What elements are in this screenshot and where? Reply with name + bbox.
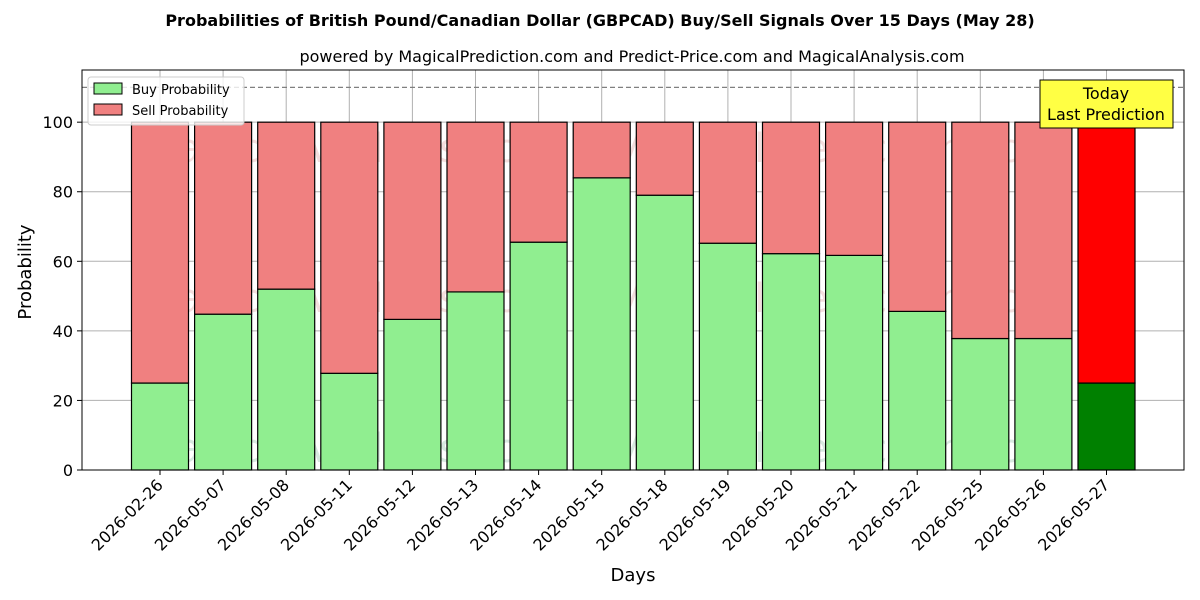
- sell-bar: [1077, 121, 1136, 384]
- buy-bar: [1077, 382, 1136, 471]
- buy-bar: [698, 242, 758, 471]
- sell-bar: [572, 121, 631, 179]
- sell-bar: [383, 121, 442, 320]
- legend-swatch-buy: [93, 82, 123, 95]
- sell-bar: [257, 121, 316, 290]
- bars-layer: [82, 86, 1184, 471]
- sell-bar: [194, 121, 253, 315]
- y-tick-label: 60: [53, 252, 73, 271]
- legend-frame: [87, 76, 245, 126]
- legend-label-buy: Buy Probability: [132, 83, 230, 98]
- y-tick-label: 20: [53, 391, 73, 410]
- chart-subtitle: powered by MagicalPrediction.com and Pre…: [299, 47, 964, 66]
- buy-bar: [761, 253, 821, 471]
- sell-bar: [698, 121, 758, 244]
- today-annotation-line2: Last Prediction: [1047, 105, 1165, 124]
- sell-bar: [320, 121, 379, 374]
- sell-bar: [509, 121, 568, 243]
- buy-bar: [257, 288, 316, 471]
- x-axis-label: Days: [611, 565, 656, 586]
- buy-bar: [383, 318, 442, 471]
- sell-bar: [761, 121, 821, 255]
- legend-swatch-sell: [93, 103, 123, 116]
- today-annotation-line1: Today: [1082, 84, 1129, 103]
- legend-label-sell: Sell Probability: [132, 104, 229, 119]
- y-tick-label: 0: [63, 461, 73, 480]
- buy-bar: [951, 337, 1010, 471]
- buy-bar: [824, 254, 884, 471]
- sell-bar: [951, 121, 1010, 340]
- today-annotation-box: [1039, 79, 1174, 129]
- sell-bar: [446, 121, 505, 293]
- sell-bar: [888, 121, 947, 312]
- legend: Buy Probability Sell Probability: [87, 76, 245, 126]
- buy-bar: [320, 372, 379, 471]
- buy-bar: [888, 310, 947, 471]
- buy-bar: [1014, 337, 1073, 471]
- buy-bar: [194, 313, 253, 471]
- buy-bar: [446, 291, 505, 471]
- today-annotation: Today Last Prediction: [1039, 79, 1174, 129]
- buy-bar: [509, 241, 568, 471]
- y-tick-label: 100: [42, 113, 73, 132]
- buy-bar: [130, 382, 190, 471]
- buy-bar: [635, 194, 694, 471]
- sell-bar: [130, 121, 190, 384]
- sell-bar: [635, 121, 694, 196]
- y-tick-label: 80: [53, 183, 73, 202]
- buy-bar: [572, 177, 631, 471]
- y-axis-label: Probability: [15, 224, 36, 319]
- chart-title: Probabilities of British Pound/Canadian …: [165, 11, 1034, 30]
- y-tick-label: 40: [53, 322, 73, 341]
- plot-frame: [81, 69, 1185, 471]
- sell-bar: [1014, 121, 1073, 340]
- sell-bar: [824, 121, 884, 256]
